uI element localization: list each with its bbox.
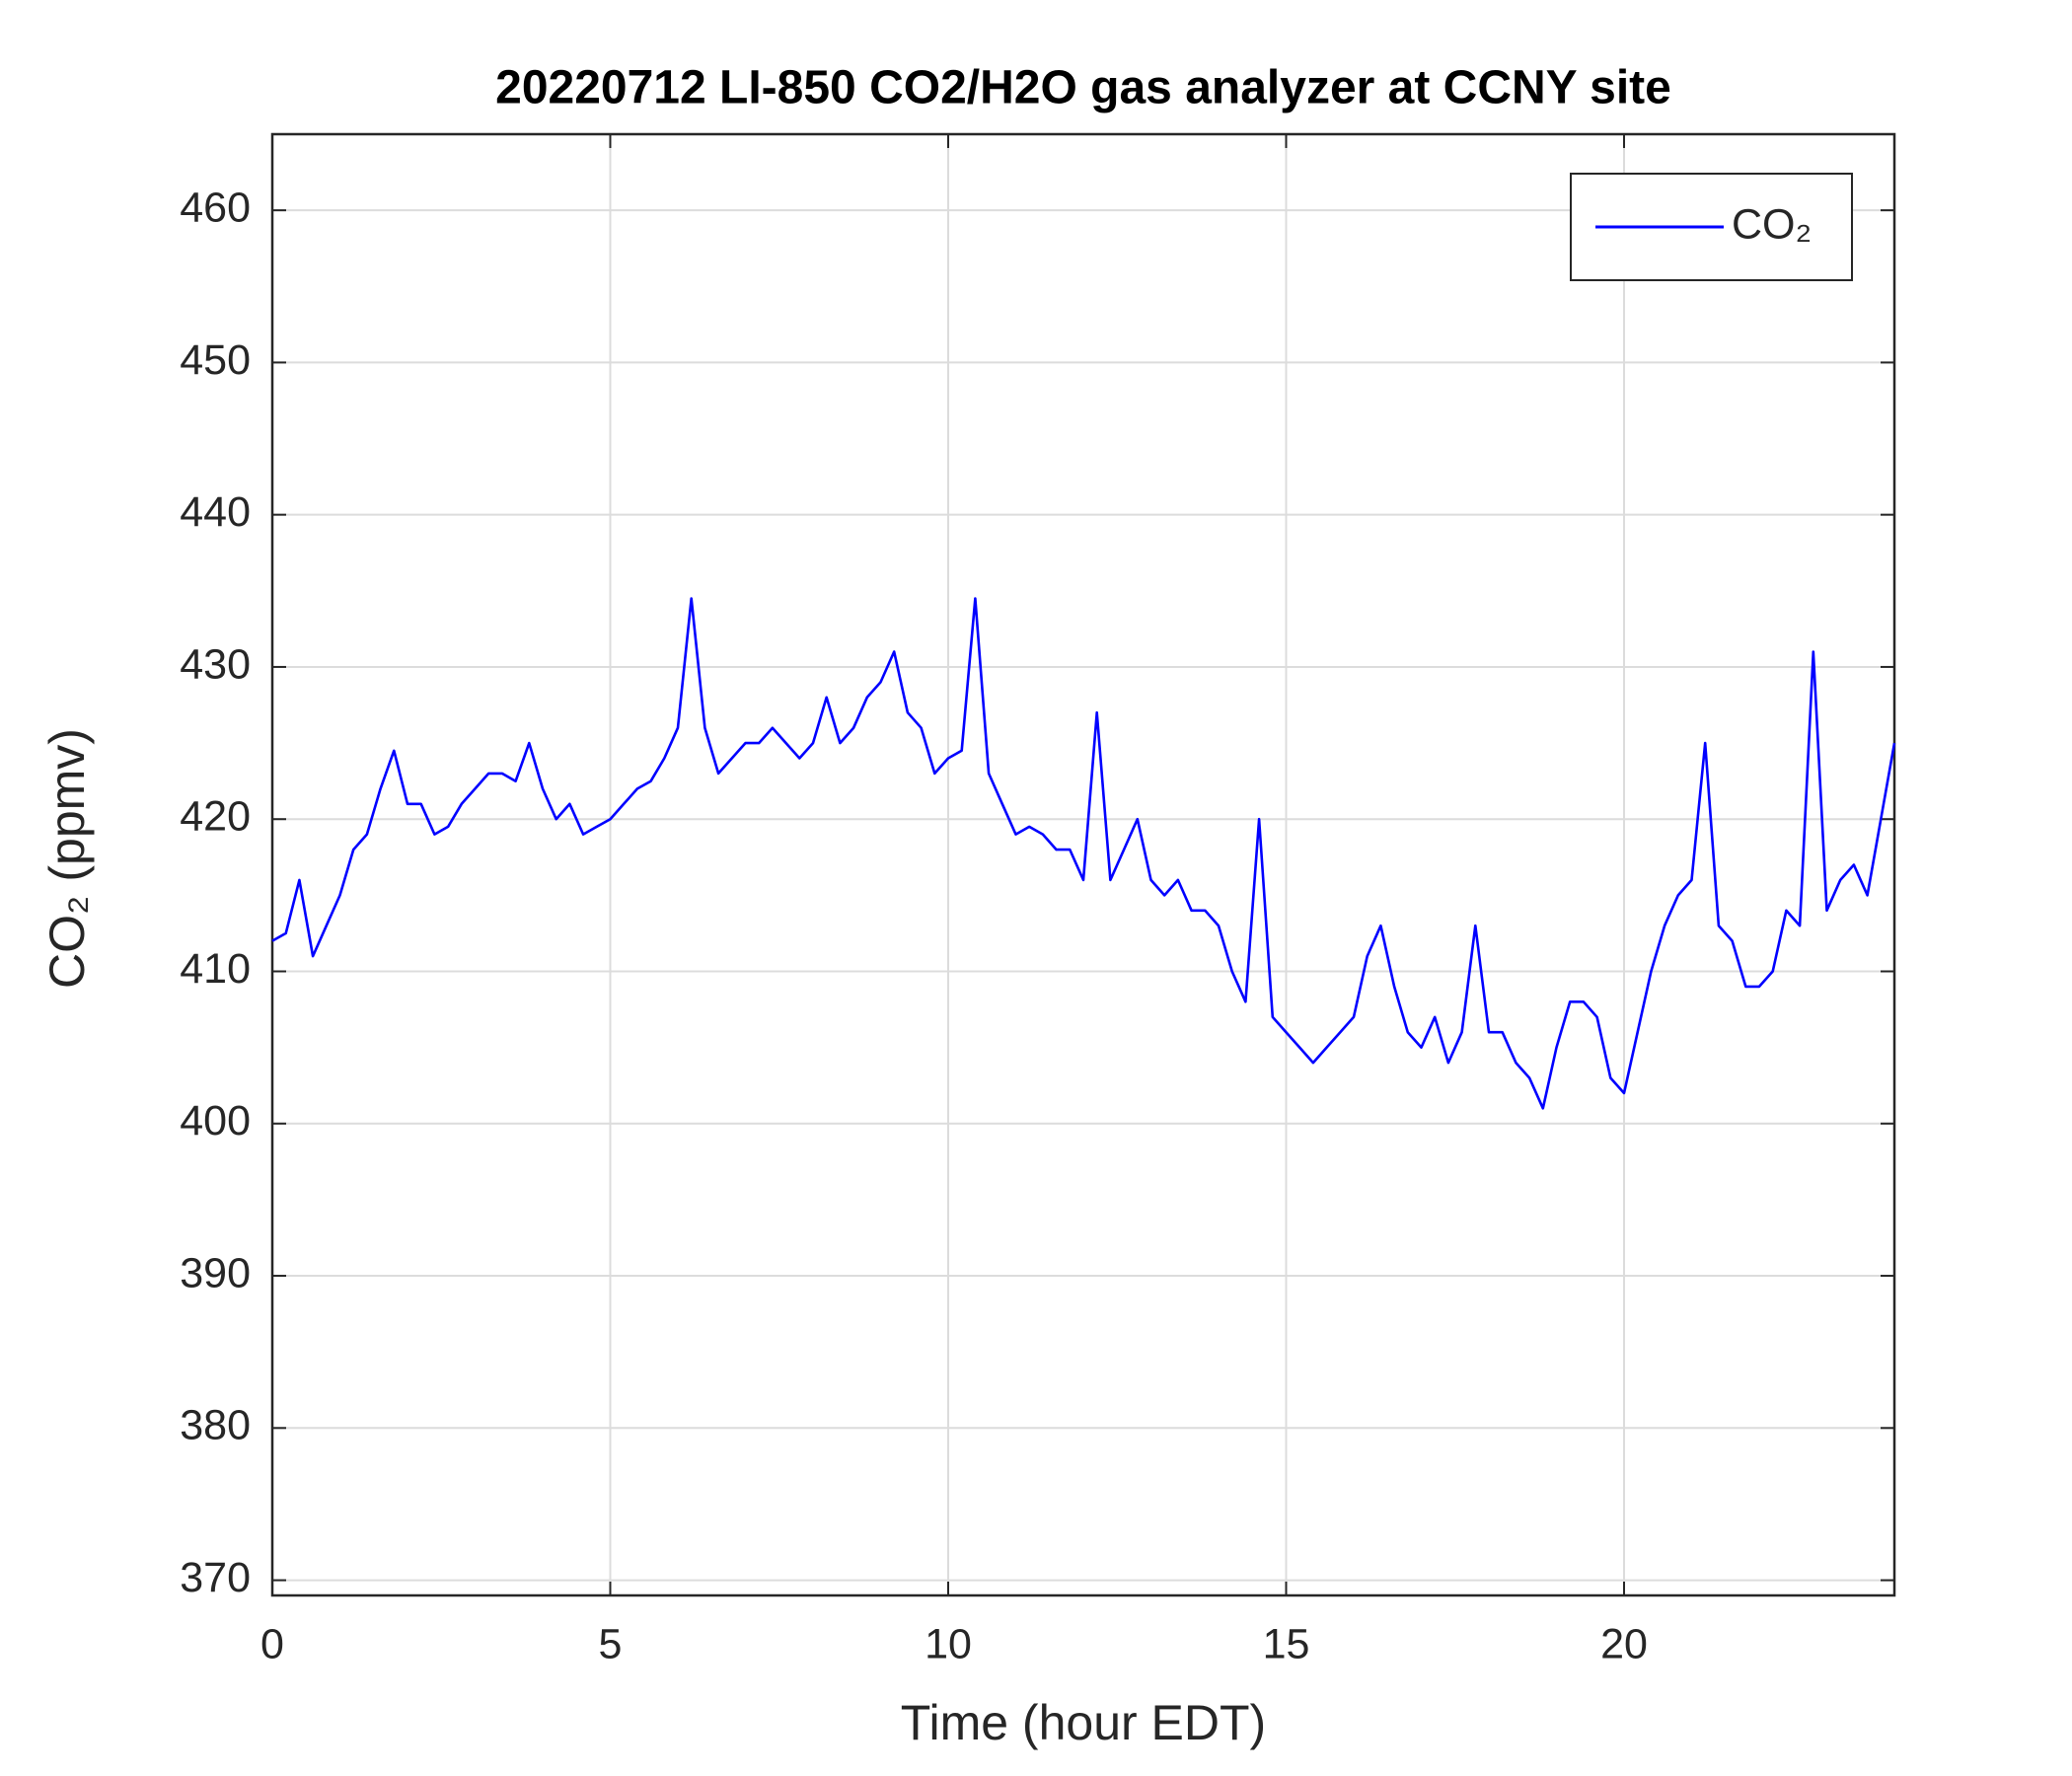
y-tick-label: 440 bbox=[180, 488, 251, 536]
x-tick-label: 20 bbox=[1600, 1620, 1648, 1667]
y-tick-label: 400 bbox=[180, 1097, 251, 1145]
plot-frame bbox=[270, 132, 1896, 1597]
y-tick-label: 460 bbox=[180, 184, 251, 231]
y-tick-label: 430 bbox=[180, 640, 251, 688]
y-tick-label: 380 bbox=[180, 1402, 251, 1449]
x-tick-label: 5 bbox=[599, 1620, 623, 1667]
legend-label: CO₂ bbox=[1732, 200, 1812, 248]
x-tick-label: 0 bbox=[260, 1620, 284, 1667]
x-tick-label: 15 bbox=[1263, 1620, 1310, 1667]
y-tick-label: 410 bbox=[180, 945, 251, 993]
y-axis-label: CO₂ (ppmv) bbox=[39, 728, 95, 989]
data-line bbox=[271, 597, 1896, 1110]
x-tick-label: 10 bbox=[925, 1620, 972, 1667]
x-axis-label: Time (hour EDT) bbox=[901, 1695, 1266, 1750]
y-tick-label: 450 bbox=[180, 336, 251, 384]
y-tick-label: 420 bbox=[180, 793, 251, 841]
chart-title: 20220712 LI-850 CO2/H2O gas analyzer at … bbox=[495, 62, 1671, 114]
y-tick-label: 390 bbox=[180, 1249, 251, 1296]
y-tick-label: 370 bbox=[180, 1554, 251, 1601]
